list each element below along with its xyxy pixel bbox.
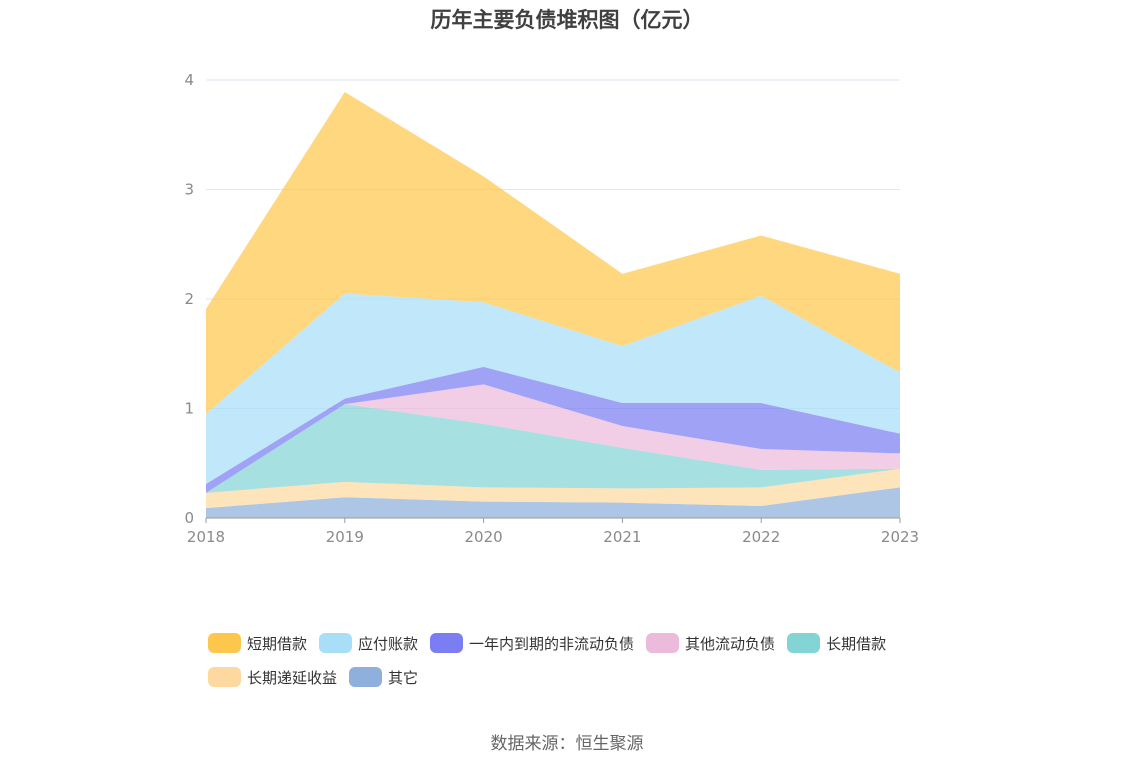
legend-swatch: [646, 633, 680, 653]
legend-item[interactable]: 应付账款: [319, 632, 418, 654]
legend-item[interactable]: 其它: [349, 666, 418, 688]
area-series-应付账款: [206, 293, 900, 485]
chart-title: 历年主要负债堆积图（亿元）: [430, 8, 704, 32]
area-series: [206, 92, 900, 518]
legend-label: 长期借款: [826, 634, 887, 653]
y-tick-label: 4: [184, 71, 194, 89]
area-series-短期借款: [206, 92, 900, 414]
legend-item[interactable]: 短期借款: [208, 632, 307, 654]
area-series-长期递延收益: [206, 468, 900, 509]
legend-swatch: [430, 633, 464, 653]
legend-swatch: [787, 633, 821, 653]
legend-label: 其他流动负债: [685, 634, 776, 653]
x-tick-label: 2019: [326, 528, 364, 546]
legend-item[interactable]: 长期借款: [787, 632, 886, 654]
y-tick-label: 3: [184, 181, 194, 199]
legend: 短期借款 应付账款 一年内到期的非流动负债 其他流动负债 长期借款长期递延收益 其它: [208, 632, 968, 700]
legend-swatch: [319, 633, 353, 653]
area-series-一年内到期的非流动负债: [206, 366, 900, 493]
area-series-其他流动负债: [206, 384, 900, 493]
axes: 0 1 2 3 4 2018 2019 2020 2021 2022 2023: [184, 71, 919, 546]
y-tick-label: 1: [184, 400, 194, 418]
area-series-长期借款: [206, 404, 900, 493]
legend-label: 长期递延收益: [247, 668, 338, 687]
legend-swatch: [208, 667, 241, 687]
data-source-note: 数据来源：恒生聚源: [490, 734, 644, 754]
x-tick-label: 2020: [465, 528, 503, 546]
legend-item[interactable]: 长期递延收益: [208, 666, 337, 688]
legend-item[interactable]: 一年内到期的非流动负债: [430, 632, 634, 654]
legend-item[interactable]: 其他流动负债: [646, 632, 775, 654]
legend-label: 一年内到期的非流动负债: [469, 634, 635, 653]
area-series-其它: [206, 487, 900, 518]
x-tick-label: 2021: [603, 528, 641, 546]
legend-label: 应付账款: [358, 634, 419, 653]
legend-swatch: [208, 633, 241, 653]
x-tick-label: 2022: [742, 528, 780, 546]
x-tick-label: 2023: [881, 528, 919, 546]
y-tick-label: 2: [184, 290, 194, 308]
x-tick-label: 2018: [187, 528, 225, 546]
legend-swatch: [349, 667, 383, 687]
legend-label: 短期借款: [247, 634, 308, 653]
legend-label: 其它: [388, 668, 419, 687]
y-tick-label: 0: [184, 509, 194, 527]
